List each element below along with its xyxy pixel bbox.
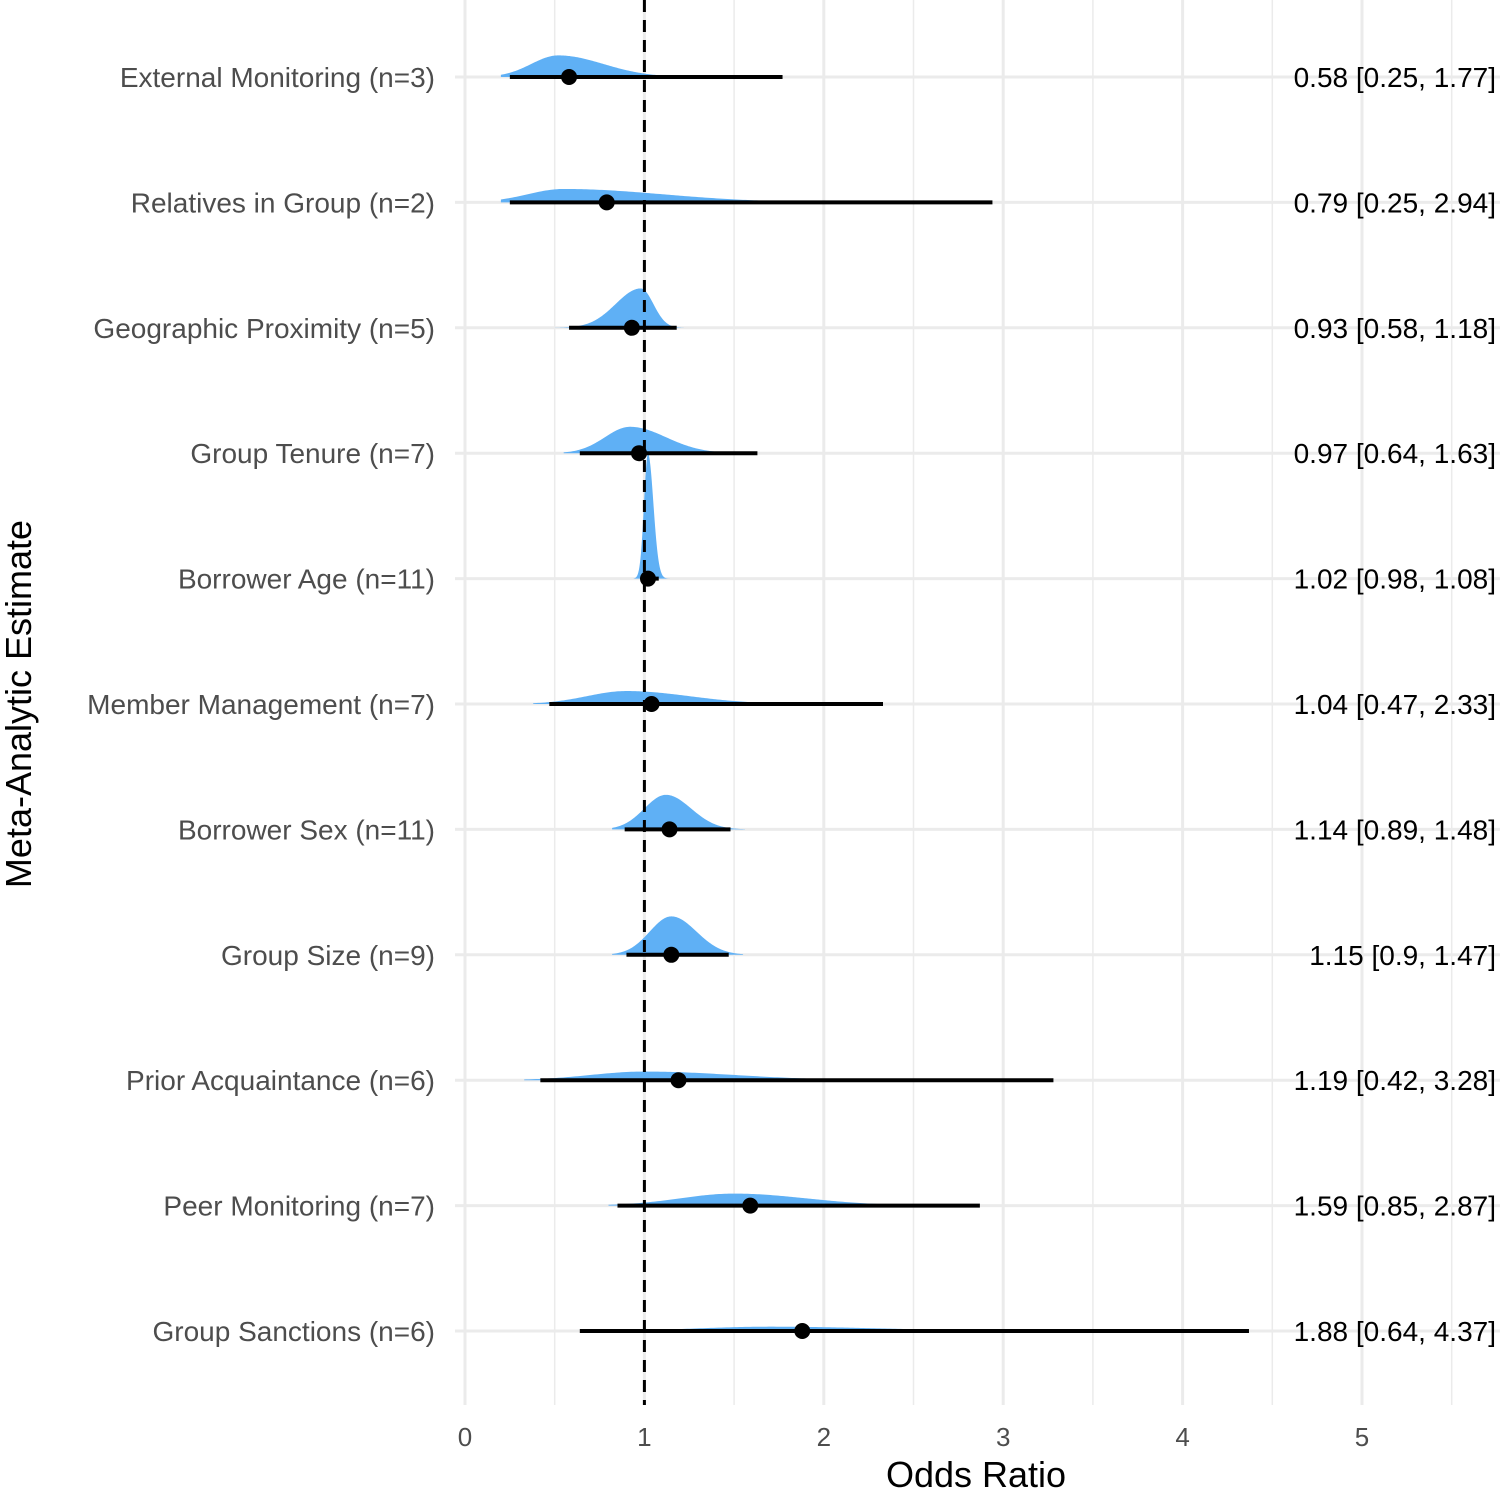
x-axis-ticks: 0 1 2 3 4 5 [458, 1422, 1369, 1452]
x-tick-label: 3 [996, 1422, 1010, 1452]
category-label: Group Size (n=9) [221, 940, 435, 971]
category-label: Relatives in Group (n=2) [131, 187, 435, 218]
point-estimate [631, 445, 648, 462]
point-estimate [663, 946, 680, 963]
estimate-annotation: 1.15 [0.9, 1.47] [1309, 940, 1496, 971]
point-estimate [623, 319, 640, 336]
category-labels: External Monitoring (n=3) Relatives in Gr… [87, 62, 435, 1347]
density-curve [612, 916, 744, 955]
category-label: Group Tenure (n=7) [190, 438, 435, 469]
category-label: Geographic Proximity (n=5) [93, 313, 435, 344]
category-label: Member Management (n=7) [87, 689, 435, 720]
category-label: External Monitoring (n=3) [120, 62, 435, 93]
estimate-annotation: 1.02 [0.98, 1.08] [1294, 564, 1496, 595]
density-curve [612, 794, 745, 830]
estimate-annotation: 0.93 [0.58, 1.18] [1294, 313, 1496, 344]
point-estimate [742, 1197, 759, 1214]
estimate-labels: 0.58 [0.25, 1.77] 0.79 [0.25, 2.94] 0.93 [… [1294, 62, 1496, 1347]
point-estimate [643, 696, 660, 712]
density-curve [500, 55, 663, 77]
point-estimate [794, 1323, 811, 1339]
estimate-annotation: 1.04 [0.47, 2.33] [1294, 689, 1496, 720]
estimate-annotation: 0.79 [0.25, 2.94] [1294, 187, 1496, 218]
point-estimate [561, 69, 578, 85]
density-curve [633, 453, 672, 579]
estimate-annotation: 0.58 [0.25, 1.77] [1294, 62, 1496, 93]
x-tick-label: 2 [817, 1422, 831, 1452]
x-tick-label: 0 [458, 1422, 472, 1452]
estimate-annotation: 1.14 [0.89, 1.48] [1294, 814, 1496, 845]
density-curve [551, 288, 688, 328]
x-tick-label: 4 [1175, 1422, 1189, 1452]
confidence-intervals [509, 75, 1249, 1333]
point-estimate [639, 570, 656, 587]
category-label: Prior Acquaintance (n=6) [126, 1065, 435, 1096]
density-curve [563, 426, 753, 454]
x-axis-title: Odds Ratio [886, 1454, 1066, 1493]
category-label: Borrower Age (n=11) [178, 564, 435, 595]
point-estimate [670, 1072, 687, 1089]
category-label: Group Sanctions (n=6) [153, 1316, 436, 1347]
density-curves [500, 55, 1004, 1331]
x-tick-label: 5 [1355, 1422, 1369, 1452]
point-estimate [661, 821, 678, 838]
estimate-annotation: 1.19 [0.42, 3.28] [1294, 1065, 1496, 1096]
estimate-annotation: 1.59 [0.85, 2.87] [1294, 1191, 1496, 1222]
density-curve [500, 188, 860, 203]
density-curve [533, 691, 806, 704]
point-estimates [561, 69, 811, 1339]
estimate-annotation: 1.88 [0.64, 4.37] [1294, 1316, 1496, 1347]
x-tick-label: 1 [637, 1422, 651, 1452]
category-label: Peer Monitoring (n=7) [163, 1191, 435, 1222]
density-curve [608, 1193, 914, 1206]
estimate-annotation: 0.97 [0.64, 1.63] [1294, 438, 1496, 469]
point-estimate [598, 194, 615, 211]
y-axis-title: Meta-Analytic Estimate [0, 520, 39, 888]
category-label: Borrower Sex (n=11) [178, 814, 435, 845]
density-curve [524, 1071, 914, 1081]
